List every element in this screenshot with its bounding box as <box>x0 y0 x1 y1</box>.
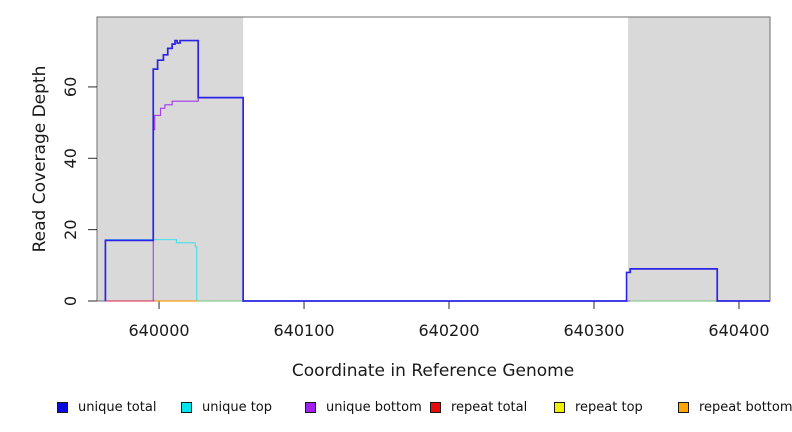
legend-label-unique-total: unique total <box>78 400 157 415</box>
legend-item-repeat-total: repeat total <box>430 400 527 415</box>
y-tick-label: 20 <box>61 219 80 239</box>
legend-label-repeat-total: repeat total <box>451 400 528 415</box>
x-tick-label: 640400 <box>708 321 769 340</box>
x-axis-ticks: 640000 640100 640200 640300 640400 <box>129 301 770 340</box>
right-shaded-region <box>628 17 770 301</box>
legend-label-unique-bottom: unique bottom <box>326 400 422 415</box>
y-tick-label: 40 <box>61 148 80 168</box>
y-tick-label: 0 <box>61 296 80 306</box>
legend-swatch-repeat-total <box>430 402 441 413</box>
legend-swatch-repeat-top <box>554 402 565 413</box>
shaded-regions <box>97 17 770 301</box>
series-lines <box>104 39 770 302</box>
x-axis-title: Coordinate in Reference Genome <box>292 361 574 381</box>
y-tick-label: 60 <box>61 77 80 97</box>
plot-canvas: 640000 640100 640200 640300 640400 0 20 40 60 C… <box>30 16 771 381</box>
left-shaded-region <box>97 17 244 301</box>
legend-swatch-unique-bottom <box>305 402 316 413</box>
y-axis-title: Read Coverage Depth <box>30 66 50 253</box>
legend-swatch-unique-total <box>57 402 68 413</box>
series-unique-total <box>104 39 770 302</box>
legend-swatch-repeat-bottom <box>678 402 689 413</box>
x-tick-label: 640000 <box>129 321 190 340</box>
legend-item-unique-total: unique total <box>57 400 156 415</box>
x-tick-label: 640200 <box>418 321 479 340</box>
legend-label-repeat-top: repeat top <box>575 400 643 415</box>
legend: unique total unique top unique bottom repea… <box>0 400 792 424</box>
legend-item-unique-bottom: unique bottom <box>305 400 422 415</box>
legend-swatch-unique-top <box>181 402 192 413</box>
y-axis-ticks: 0 20 40 60 <box>61 77 97 306</box>
legend-item-repeat-top: repeat top <box>554 400 643 415</box>
legend-item-unique-top: unique top <box>181 400 272 415</box>
x-tick-label: 640100 <box>273 321 334 340</box>
legend-label-unique-top: unique top <box>202 400 273 415</box>
legend-item-repeat-bottom: repeat bottom <box>678 400 792 415</box>
x-tick-label: 640300 <box>563 321 624 340</box>
legend-label-repeat-bottom: repeat bottom <box>699 400 792 415</box>
